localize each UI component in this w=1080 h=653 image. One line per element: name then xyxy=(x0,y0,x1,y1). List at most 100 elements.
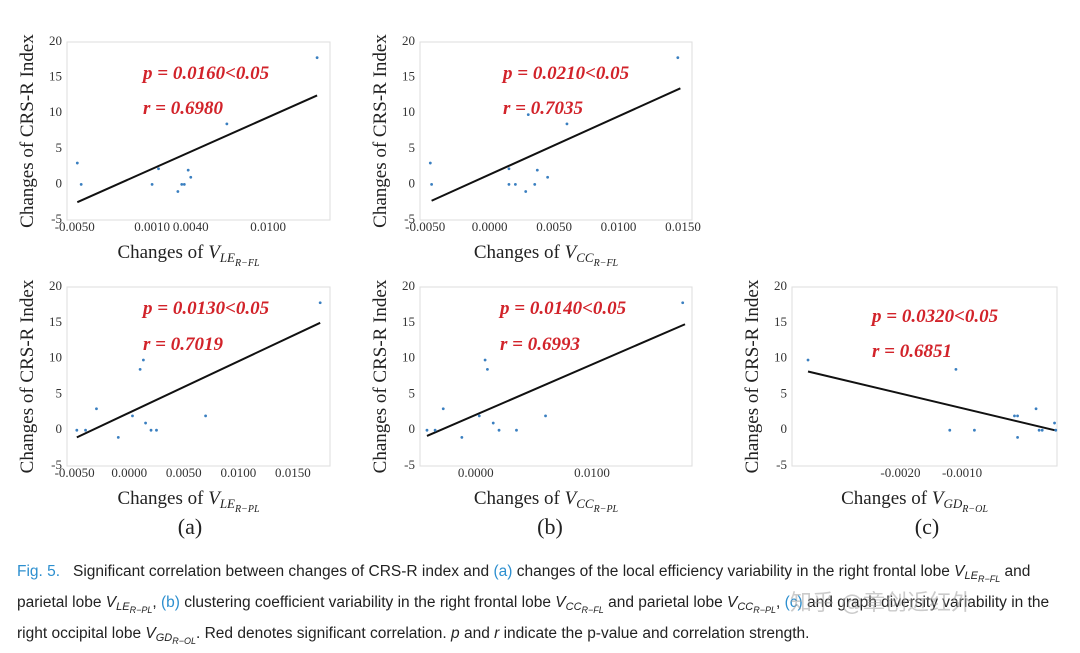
y-tick-label: 0 xyxy=(56,175,63,190)
x-tick-label: 0.0100 xyxy=(250,219,286,234)
data-point xyxy=(1034,407,1038,411)
x-label-var: V xyxy=(565,488,579,509)
scatter-panel: -5 0 5 10 15 20 -0.0050 0.0000 0.0050 0.0100 0.015… xyxy=(370,33,701,269)
x-label-sub: GD xyxy=(943,496,962,511)
y-tick-label: 10 xyxy=(49,104,62,119)
plot-frame xyxy=(791,286,1058,467)
y-tick-label: 20 xyxy=(49,278,62,293)
x-label-var: V xyxy=(565,242,579,263)
y-tick-label: 20 xyxy=(49,33,62,48)
x-tick-label: 0.0100 xyxy=(220,465,256,480)
x-tick-label: 0.0050 xyxy=(166,465,202,480)
data-point xyxy=(225,122,229,126)
annotation: p = 0.0160<0.05 xyxy=(141,63,270,84)
y-tick-label: 20 xyxy=(402,278,415,293)
y-tick-label: -5 xyxy=(51,457,62,472)
plot-frame xyxy=(66,286,331,467)
caption: Fig. 5. Significant correlation between … xyxy=(17,560,1067,653)
annotation: r = 0.6993 xyxy=(500,334,580,355)
data-point xyxy=(430,183,434,186)
x-label-text: Changes of xyxy=(474,488,565,509)
data-point xyxy=(180,183,184,186)
caption-variable: VCCR−FL xyxy=(555,594,604,615)
x-label-subsub: R−FL xyxy=(234,258,260,269)
scatter-panel: -5 0 5 10 15 20 -0.0050 0.0000 0.0050 0.0100 0.015… xyxy=(17,278,331,515)
data-point xyxy=(483,358,487,362)
caption-variable: VLER−FL xyxy=(954,563,1000,584)
panel-label: (a) xyxy=(178,514,202,539)
data-point xyxy=(441,407,445,411)
caption-text: . Red denotes significant correlation. xyxy=(195,625,452,642)
data-point xyxy=(150,183,154,186)
x-label-text: Changes of xyxy=(117,488,208,509)
data-point xyxy=(681,301,685,305)
y-tick-label: 10 xyxy=(402,350,415,365)
x-tick-label: 0.0000 xyxy=(111,465,147,480)
y-tick-label: 5 xyxy=(56,140,63,155)
data-point xyxy=(176,190,180,193)
variable-subsub: R−PL xyxy=(129,605,153,615)
variable: V xyxy=(105,594,117,611)
y-axis-label: Changes of CRS-R Index xyxy=(370,34,391,228)
y-tick-label: 15 xyxy=(402,314,415,329)
data-point xyxy=(95,407,98,411)
y-tick-label: -5 xyxy=(776,457,787,472)
y-tick-label: 15 xyxy=(49,314,62,329)
data-point xyxy=(524,190,528,193)
y-tick-label: 5 xyxy=(409,385,416,400)
variable-sub-text: CC xyxy=(737,601,754,613)
variable-sub-text: LE xyxy=(116,601,130,613)
data-point xyxy=(1054,428,1058,432)
x-label-subsub: R−PL xyxy=(234,504,260,515)
variable-sub: CCR−FL xyxy=(566,601,604,615)
y-axis-label: Changes of CRS-R Index xyxy=(742,279,763,473)
variable: V xyxy=(555,594,566,611)
caption-text: Significant correlation between changes … xyxy=(60,563,494,580)
x-label-sub: LE xyxy=(219,250,235,265)
data-point xyxy=(507,183,511,186)
annotation: p = 0.0320<0.05 xyxy=(870,306,999,327)
data-point xyxy=(515,428,518,432)
caption-text: and parietal lobe xyxy=(17,563,1035,611)
data-point xyxy=(155,428,158,432)
variable: V xyxy=(145,625,156,642)
y-tick-label: 20 xyxy=(774,278,787,293)
y-tick-label: 15 xyxy=(402,69,415,84)
annotation: r = 0.7019 xyxy=(143,334,223,355)
caption-text: (a) xyxy=(493,563,513,580)
x-axis-label: Changes of VCCR−FL xyxy=(474,242,619,269)
panel-label: (b) xyxy=(537,514,563,539)
data-point xyxy=(565,122,569,126)
fit-line xyxy=(431,87,681,202)
caption-text: and graph diversity variability in the r… xyxy=(17,594,1054,642)
data-point xyxy=(116,435,120,439)
data-point xyxy=(131,414,134,418)
x-tick-label: 0.0040 xyxy=(173,219,209,234)
y-tick-label: 10 xyxy=(774,350,787,365)
caption-text: p xyxy=(451,625,460,642)
variable-subsub: R−FL xyxy=(581,605,604,615)
plot-frame xyxy=(419,286,693,467)
x-label-subsub: R−OL xyxy=(961,504,988,515)
caption-text: r xyxy=(494,625,500,642)
y-axis-label: Changes of CRS-R Index xyxy=(17,34,38,228)
x-label-text: Changes of xyxy=(117,242,208,263)
annotation: p = 0.0210<0.05 xyxy=(501,63,630,84)
variable: V xyxy=(954,563,965,580)
x-tick-label: 0.0100 xyxy=(601,219,637,234)
y-tick-label: 5 xyxy=(56,385,63,400)
variable-sub: LER−PL xyxy=(116,601,153,615)
x-label-sub: CC xyxy=(576,250,594,265)
annotation: r = 0.6980 xyxy=(143,98,223,119)
caption-variable: VCCR−PL xyxy=(727,594,776,615)
data-point xyxy=(182,183,186,186)
x-label-text: Changes of xyxy=(841,488,932,509)
data-point xyxy=(1040,428,1044,432)
y-tick-label: 0 xyxy=(409,175,416,190)
fit-line xyxy=(807,370,1055,432)
data-point xyxy=(533,183,537,186)
data-point xyxy=(526,113,530,117)
data-point xyxy=(507,167,511,171)
data-point xyxy=(79,183,83,186)
